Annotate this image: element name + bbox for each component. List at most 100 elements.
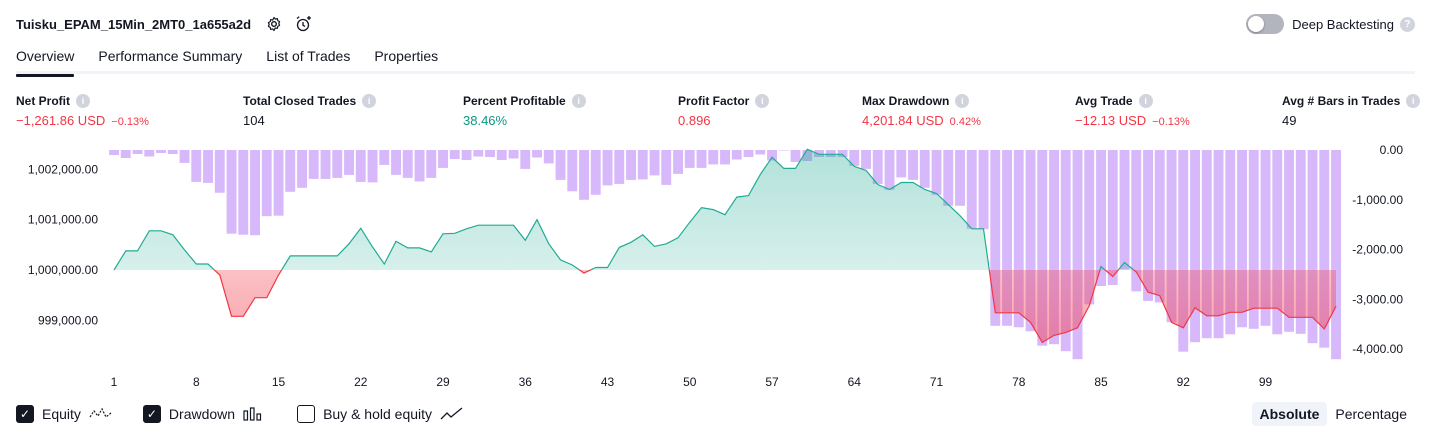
drawdown-bar bbox=[555, 150, 566, 180]
x-axis-tick: 99 bbox=[1259, 375, 1273, 389]
drawdown-bar bbox=[332, 150, 343, 178]
drawdown-bar bbox=[955, 150, 965, 206]
drawdown-bar bbox=[661, 150, 672, 185]
metric-value: 0.896 bbox=[678, 113, 711, 128]
deep-backtesting-control: Deep Backtesting ? bbox=[1246, 14, 1415, 34]
equity-toggle[interactable]: ✓ Equity bbox=[16, 405, 113, 423]
tab-properties[interactable]: Properties bbox=[374, 48, 439, 64]
drawdown-bar bbox=[532, 150, 542, 158]
x-axis-tick: 92 bbox=[1177, 375, 1191, 389]
info-icon[interactable]: i bbox=[1138, 94, 1153, 108]
drawdown-bar bbox=[203, 150, 213, 183]
drawdown-bar bbox=[790, 150, 801, 162]
drawdown-bar bbox=[943, 150, 954, 206]
equity-wave-icon bbox=[89, 406, 113, 422]
drawdown-bar bbox=[579, 150, 589, 200]
equity-label: Equity bbox=[42, 406, 81, 422]
metric-value: −1,261.86 USD bbox=[16, 113, 106, 128]
drawdown-bar bbox=[637, 150, 648, 180]
drawdown-bar bbox=[144, 150, 155, 157]
buyhold-checkbox[interactable] bbox=[297, 405, 316, 423]
drawdown-bar bbox=[602, 150, 613, 186]
drawdown-bar bbox=[778, 150, 789, 151]
drawdown-bar bbox=[1190, 150, 1200, 343]
help-icon[interactable]: ? bbox=[1400, 16, 1415, 32]
metric-value: 4,201.84 USD bbox=[862, 113, 944, 128]
add-alert-clock-icon[interactable] bbox=[295, 15, 313, 33]
drawdown-bar bbox=[684, 150, 695, 168]
equity-line-positive bbox=[113, 148, 1135, 270]
metric-label: Avg # Bars in Trades bbox=[1282, 94, 1401, 108]
right-axis-tick: -3,000.00 bbox=[1352, 292, 1403, 306]
drawdown-bar bbox=[825, 150, 836, 157]
drawdown-bar bbox=[297, 150, 307, 188]
drawdown-checkbox[interactable]: ✓ bbox=[142, 405, 161, 423]
buyhold-label: Buy & hold equity bbox=[323, 406, 433, 422]
x-axis-tick: 71 bbox=[930, 375, 944, 389]
drawdown-bar bbox=[1260, 150, 1271, 326]
drawdown-bar bbox=[485, 150, 495, 157]
drawdown-bar bbox=[978, 150, 989, 230]
drawdown-bar bbox=[884, 150, 895, 190]
x-axis-tick: 1 bbox=[111, 375, 118, 389]
metric-total-closed-trades: Total Closed Trades i 104 bbox=[243, 94, 377, 128]
drawdown-bar bbox=[402, 150, 413, 178]
drawdown-bar bbox=[1295, 150, 1306, 334]
metric-percent: 0.42% bbox=[949, 116, 981, 128]
drawdown-bar bbox=[214, 150, 225, 193]
deep-backtesting-toggle[interactable] bbox=[1246, 14, 1285, 34]
info-icon[interactable]: i bbox=[955, 94, 970, 108]
drawdown-bar bbox=[461, 150, 472, 160]
metric-value: 38.46% bbox=[463, 113, 508, 128]
x-axis-tick: 43 bbox=[601, 375, 615, 389]
info-icon[interactable]: i bbox=[1406, 94, 1421, 108]
info-icon[interactable]: i bbox=[76, 94, 90, 108]
buyhold-toggle[interactable]: Buy & hold equity bbox=[297, 405, 464, 423]
drawdown-bar bbox=[226, 150, 237, 234]
metric-percent-profitable: Percent Profitable i 38.46% bbox=[463, 94, 586, 128]
x-axis-tick: 64 bbox=[848, 375, 862, 389]
metric-percent: −0.13% bbox=[1152, 116, 1190, 128]
equity-checkbox[interactable]: ✓ bbox=[16, 405, 34, 423]
drawdown-bar bbox=[250, 150, 260, 236]
drawdown-bar bbox=[849, 150, 860, 166]
drawdown-bar bbox=[837, 150, 848, 157]
drawdown-bar bbox=[1284, 150, 1294, 332]
drawdown-bar bbox=[520, 150, 531, 169]
drawdown-bar bbox=[473, 150, 484, 157]
equity-drawdown-chart[interactable]: 1,002,000.00 1,001,000.00 1,000,000.00 999,… bbox=[0, 140, 1431, 390]
absolute-button[interactable]: Absolute bbox=[1251, 402, 1328, 426]
equity-area-negative bbox=[114, 270, 1336, 343]
gear-icon[interactable] bbox=[265, 15, 283, 33]
info-icon[interactable]: i bbox=[571, 94, 586, 108]
tab-overview[interactable]: Overview bbox=[16, 48, 75, 77]
drawdown-toggle[interactable]: ✓ Drawdown bbox=[142, 405, 267, 423]
drawdown-bar bbox=[391, 150, 401, 175]
equity-area bbox=[114, 149, 1336, 343]
drawdown-bar bbox=[1060, 150, 1071, 352]
tab-performance-summary[interactable]: Performance Summary bbox=[98, 48, 243, 64]
drawdown-bar bbox=[167, 150, 178, 154]
drawdown-bar bbox=[673, 150, 683, 174]
tab-list-of-trades[interactable]: List of Trades bbox=[266, 48, 351, 64]
equity-area-positive bbox=[114, 149, 1336, 270]
drawdown-bar bbox=[1072, 150, 1083, 360]
drawdown-bar bbox=[990, 150, 1001, 326]
drawdown-bar bbox=[931, 150, 942, 195]
right-axis-tick: 0.00 bbox=[1380, 143, 1404, 157]
drawdown-bar bbox=[1213, 150, 1224, 339]
drawdown-bar bbox=[449, 150, 460, 159]
info-icon[interactable]: i bbox=[755, 94, 770, 108]
metric-avg-trade: Avg Trade i −12.13 USD −0.13% bbox=[1075, 94, 1190, 128]
drawdown-bar bbox=[567, 150, 578, 192]
x-axis: 1 8 15 22 29 36 43 50 57 64 71 78 85 92 99 bbox=[111, 375, 1273, 389]
drawdown-bar bbox=[1037, 150, 1048, 346]
drawdown-bar bbox=[285, 150, 296, 192]
drawdown-bar bbox=[1025, 150, 1036, 332]
buyhold-line-icon bbox=[440, 406, 464, 422]
info-icon[interactable]: i bbox=[362, 94, 377, 108]
percentage-button[interactable]: Percentage bbox=[1335, 406, 1407, 422]
drawdown-bar bbox=[1201, 150, 1212, 339]
drawdown-bar bbox=[191, 150, 202, 182]
drawdown-bar bbox=[1096, 150, 1106, 286]
